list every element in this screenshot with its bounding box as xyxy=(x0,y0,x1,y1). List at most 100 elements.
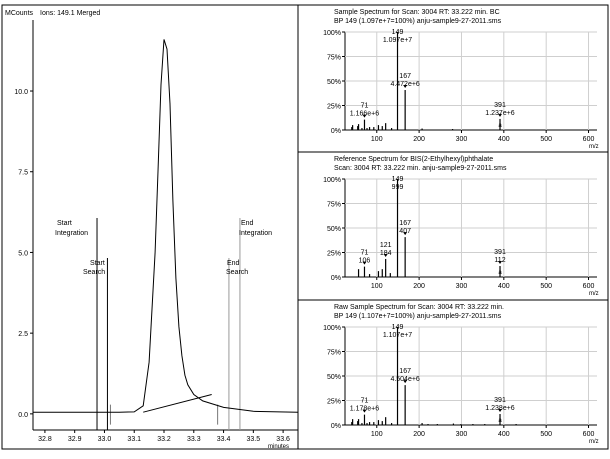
spectrum-y-tick-label: 75% xyxy=(327,55,341,62)
peak-marker-icon xyxy=(498,261,503,265)
chromatogram-y-ticks: 0.0 2.5 5.0 7.5 10.0 xyxy=(14,89,33,419)
peak-marker-icon xyxy=(498,409,503,413)
peak-value-label: 1.097e+7 xyxy=(383,37,412,44)
spectrum-x-tick-label: 100 xyxy=(371,136,383,143)
chromatogram-x-tick-label: 33.5 xyxy=(247,436,261,443)
peak-annotation-mark: a xyxy=(498,270,502,276)
peak-value-label: 106 xyxy=(359,258,371,265)
spectrum-panel-frame xyxy=(297,299,609,450)
spectrum-xlabel: m/z xyxy=(589,439,599,445)
peak-mz-label: 71 xyxy=(361,250,369,257)
chromatogram-y-tick-label: 5.0 xyxy=(18,250,28,257)
spectrum-y-tick-label: 25% xyxy=(327,399,341,406)
spectrum-x-tick-label: 200 xyxy=(413,136,425,143)
spectrum-title: Reference Spectrum for BIS(2-Ethylhexyl)… xyxy=(334,156,493,163)
peak-marker-icon xyxy=(403,232,408,236)
spectrum-x-tick-label: 400 xyxy=(498,283,510,290)
spectrum-y-tick-label: 0% xyxy=(331,423,341,430)
spectrum-x-tick-label: 500 xyxy=(540,283,552,290)
peak-marker-icon xyxy=(498,113,503,117)
spectrum-xlabel: m/z xyxy=(589,144,599,150)
peak-value-label: 1.237e+6 xyxy=(485,110,514,117)
spectrum-y-tick-label: 50% xyxy=(327,374,341,381)
spectrum-y-tick-label: 0% xyxy=(331,275,341,282)
spectrum-y-tick-label: 100% xyxy=(323,177,341,184)
start-integration-label-1: Start xyxy=(57,220,72,227)
peak-value-label: 184 xyxy=(380,250,392,257)
spectrum-x-tick-label: 400 xyxy=(498,136,510,143)
peak-mz-label: 71 xyxy=(361,398,369,405)
spectrum-x-tick-label: 300 xyxy=(456,136,468,143)
spectrum-panel: Sample Spectrum for Scan: 3004 RT: 33.22… xyxy=(297,4,609,153)
peak-annotation-mark: a xyxy=(498,123,502,129)
spectrum-x-tick-label: 200 xyxy=(413,283,425,290)
spectrum-subtitle: Scan: 3004 RT: 33.222 min. anju-sample9-… xyxy=(334,165,507,172)
spectrum-panel: Raw Sample Spectrum for Scan: 3004 RT: 3… xyxy=(297,299,609,450)
peak-marker-icon xyxy=(362,409,367,413)
start-search-label-2: Search xyxy=(83,269,105,276)
spectrum-y-tick-label: 100% xyxy=(323,325,341,332)
spectrum-xlabel: m/z xyxy=(589,291,599,297)
peak-value-label: 1.178e+6 xyxy=(350,406,379,413)
chromatogram-x-tick-label: 33.0 xyxy=(98,436,112,443)
chromatogram-x-ticks: 32.8 32.9 33.0 33.1 33.2 33.3 33.4 33.5 33.6 xyxy=(38,430,290,443)
peak-value-label: 1.238e+6 xyxy=(485,405,514,412)
spectrum-y-tick-label: 50% xyxy=(327,226,341,233)
start-search-label-1: Start xyxy=(90,260,105,267)
chromatogram-x-tick-label: 33.2 xyxy=(157,436,171,443)
spectrum-title: Sample Spectrum for Scan: 3004 RT: 33.22… xyxy=(334,9,500,16)
chromatogram-x-tick-label: 32.9 xyxy=(68,436,82,443)
spectrum-subtitle: BP 149 (1.107e+7=100%) anju-sample9-27-2… xyxy=(334,313,502,320)
spectrum-title: Raw Sample Spectrum for Scan: 3004 RT: 3… xyxy=(334,304,504,311)
spectrum-panel: Reference Spectrum for BIS(2-Ethylhexyl)… xyxy=(297,151,609,301)
peak-mz-label: 167 xyxy=(399,220,411,227)
spectrum-subtitle: BP 149 (1.097e+7=100%) anju-sample9-27-2… xyxy=(334,18,502,25)
spectra-panels: Sample Spectrum for Scan: 3004 RT: 33.22… xyxy=(297,4,609,450)
chromatogram-xlabel: minutes xyxy=(268,444,289,450)
peak-marker-icon xyxy=(383,253,388,257)
peak-value-label: 4.472e+6 xyxy=(390,81,419,88)
chromatogram-x-tick-label: 33.4 xyxy=(217,436,231,443)
peak-value-label: 407 xyxy=(399,228,411,235)
spectrum-y-tick-label: 25% xyxy=(327,251,341,258)
chromatogram-y-tick-label: 7.5 xyxy=(18,170,28,177)
peak-marker-icon xyxy=(403,85,408,89)
chromatogram-ylabel: MCounts xyxy=(5,10,34,17)
peak-marker-icon xyxy=(403,380,408,384)
spectrum-x-tick-label: 100 xyxy=(371,283,383,290)
spectrum-x-tick-label: 200 xyxy=(413,431,425,438)
peak-mz-label: 167 xyxy=(399,73,411,80)
end-integration-label-1: End xyxy=(241,220,254,227)
peak-mz-label: 391 xyxy=(494,102,506,109)
spectrum-x-tick-label: 600 xyxy=(583,136,595,143)
spectrum-x-tick-label: 500 xyxy=(540,136,552,143)
spectrum-x-tick-label: 400 xyxy=(498,431,510,438)
spectrum-x-tick-label: 300 xyxy=(456,283,468,290)
end-search-label-1: End xyxy=(227,260,240,267)
peak-mz-label: 149 xyxy=(392,176,404,183)
spectrum-y-tick-label: 50% xyxy=(327,79,341,86)
peak-marker-icon xyxy=(362,261,367,265)
chromatogram-frame xyxy=(1,4,299,450)
spectrum-x-tick-label: 100 xyxy=(371,431,383,438)
peak-value-label: 1.107e+7 xyxy=(383,332,412,339)
peak-mz-label: 391 xyxy=(494,249,506,256)
peak-marker-icon xyxy=(362,114,367,118)
spectrum-x-tick-label: 600 xyxy=(583,283,595,290)
end-integration-label-2: Integration xyxy=(239,230,272,237)
spectrum-x-tick-label: 600 xyxy=(583,431,595,438)
baseline-line xyxy=(143,394,212,413)
peak-mz-label: 121 xyxy=(380,242,392,249)
chromatogram-x-tick-label: 33.3 xyxy=(187,436,201,443)
chromatogram-x-tick-label: 33.6 xyxy=(276,436,290,443)
chromatogram-x-tick-label: 33.1 xyxy=(127,436,141,443)
chromatogram-x-tick-label: 32.8 xyxy=(38,436,52,443)
spectrum-y-tick-label: 100% xyxy=(323,30,341,37)
peak-mz-label: 149 xyxy=(392,324,404,331)
spectrum-y-tick-label: 75% xyxy=(327,202,341,209)
integration-markers xyxy=(96,218,241,430)
spectrum-y-tick-label: 25% xyxy=(327,104,341,111)
chromatogram-y-tick-label: 2.5 xyxy=(18,331,28,338)
peak-mz-label: 71 xyxy=(361,103,369,110)
